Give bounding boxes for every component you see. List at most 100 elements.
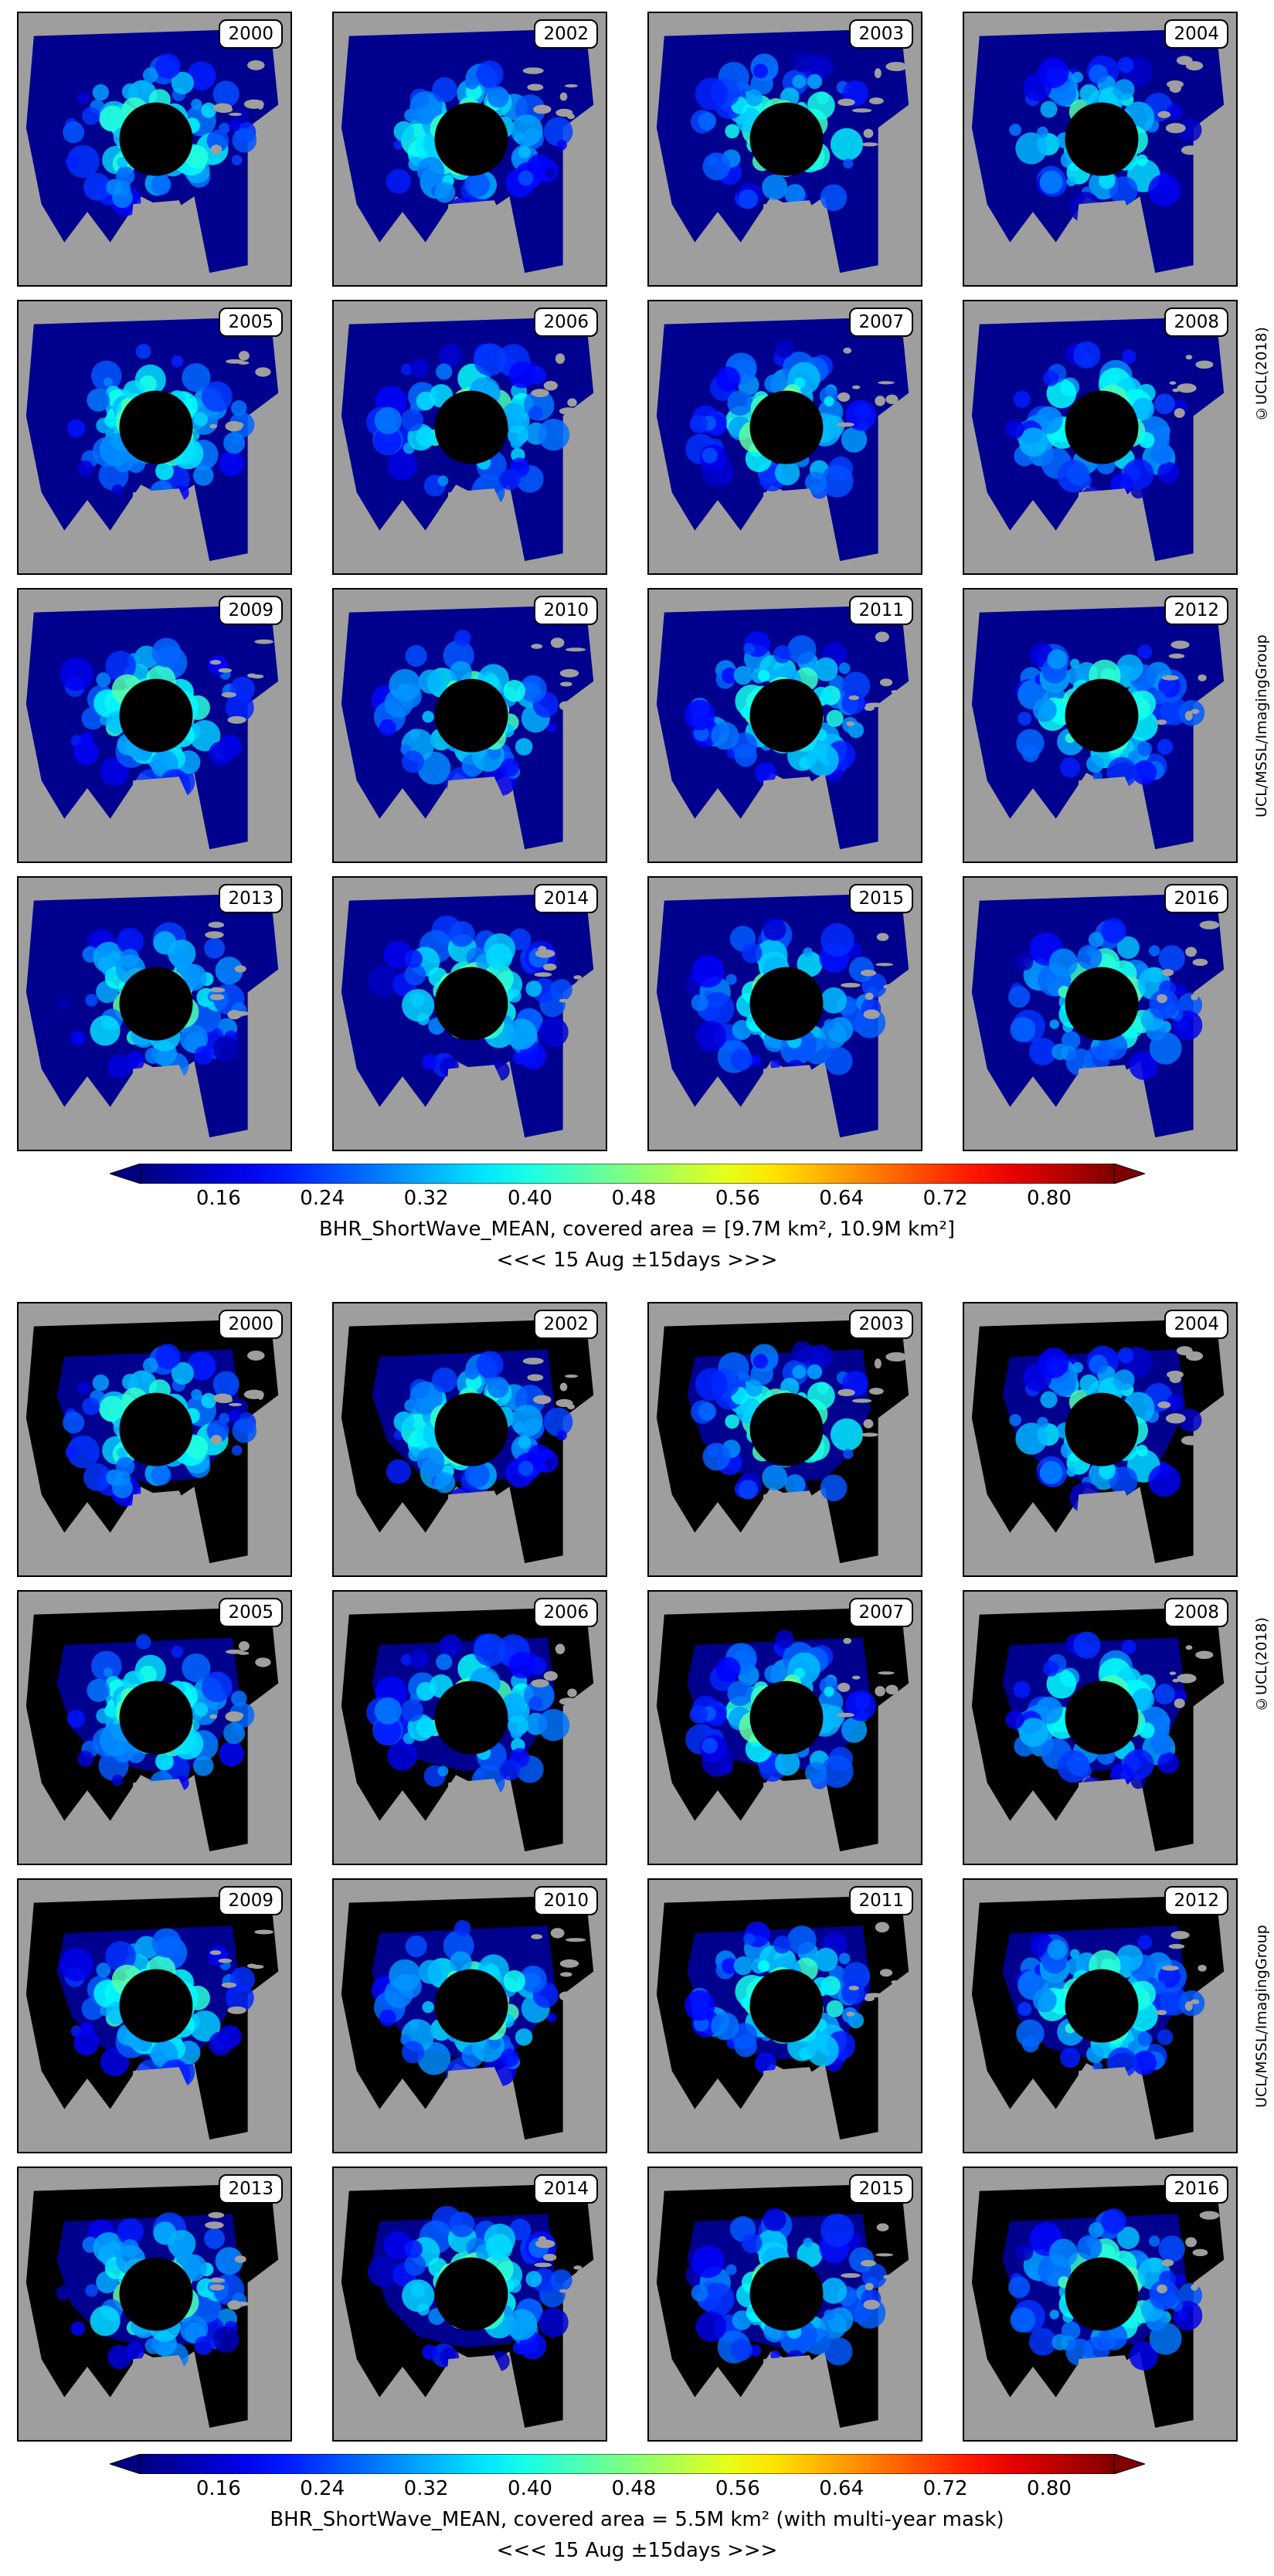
pole-hole — [749, 1681, 824, 1755]
colorbar-tick-label: 0.48 — [611, 1187, 657, 1210]
map-panel-2005: 2005 — [17, 300, 292, 575]
pole-hole — [749, 102, 824, 176]
year-label: 2012 — [1164, 1886, 1228, 1915]
date-range-caption: <<< 15 Aug ±15days >>> — [496, 2539, 778, 2562]
map-panel-2015: 2015 — [647, 2166, 922, 2442]
year-label: 2004 — [1164, 1310, 1228, 1339]
map-panel-2004: 2004 — [963, 1302, 1238, 1577]
imaging-group-credit: UCL/MSSL/ImagingGroup — [1253, 634, 1270, 818]
arctic-albedo-map — [25, 28, 279, 285]
arctic-albedo-map — [25, 1318, 279, 1575]
colorbar-extend-high — [1113, 2454, 1145, 2474]
map-panel-2012: 2012 — [963, 1878, 1238, 2153]
colorbar-tick-label: 0.40 — [508, 2477, 552, 2500]
pole-hole — [434, 967, 508, 1041]
colorbar-tick-label: 0.72 — [922, 2477, 968, 2500]
map-panel-2003: 2003 — [647, 1302, 922, 1577]
land-mass — [756, 1490, 829, 1575]
pole-hole — [749, 1969, 824, 2043]
pole-hole — [1065, 390, 1139, 464]
pole-hole — [749, 2257, 824, 2331]
copyright-credit: ©UCL(2018) — [1253, 327, 1270, 423]
land-mass — [1071, 200, 1144, 285]
pole-hole — [434, 678, 508, 753]
year-label: 2000 — [219, 1310, 283, 1339]
pole-hole — [119, 678, 193, 753]
year-label: 2013 — [219, 884, 283, 913]
land-mass — [1071, 2355, 1144, 2440]
figure-caption: BHR_ShortWave_MEAN, covered area = 5.5M … — [270, 2508, 1004, 2531]
colorbar-tick-label: 0.56 — [715, 2477, 760, 2500]
arctic-albedo-map — [25, 1606, 279, 1864]
arctic-albedo-map — [656, 316, 909, 573]
map-panel-2016: 2016 — [963, 876, 1238, 1151]
year-label: 2007 — [849, 1598, 913, 1627]
arctic-albedo-map — [341, 316, 594, 573]
year-label: 2004 — [1164, 19, 1228, 49]
map-panel-2000: 2000 — [17, 1302, 292, 1577]
arctic-albedo-map — [25, 316, 279, 573]
arctic-albedo-map — [25, 604, 279, 861]
year-label: 2002 — [534, 1310, 598, 1339]
pole-hole — [749, 1392, 824, 1466]
arctic-albedo-map — [656, 1318, 909, 1575]
colorbar-tick-label: 0.64 — [819, 1187, 865, 1210]
land-mass — [1071, 777, 1144, 861]
year-label: 2003 — [849, 1310, 913, 1339]
arctic-albedo-map — [656, 1895, 909, 2152]
imaging-group-credit: UCL/MSSL/ImagingGroup — [1253, 1925, 1270, 2109]
pole-hole — [434, 2257, 508, 2331]
land-mass — [440, 777, 514, 861]
colorbar-tick-label: 0.72 — [922, 1187, 968, 1210]
land-mass — [125, 1065, 199, 1150]
pole-hole — [434, 390, 508, 464]
colorbar-tick-label: 0.80 — [1027, 1187, 1072, 1210]
top-figure: 2000 2002 2003 2004 2005 2006 2007 2008 2009 2010… — [0, 0, 1274, 1275]
land-mass — [756, 1779, 829, 1864]
colorbar — [110, 2454, 1145, 2474]
land-mass — [125, 2067, 199, 2152]
year-label: 2016 — [1164, 2174, 1228, 2204]
colorbar-tick-label: 0.16 — [195, 2477, 241, 2500]
colorbar-tick-label: 0.16 — [195, 1187, 241, 1210]
map-panel-2016: 2016 — [963, 2166, 1238, 2442]
pole-hole — [1065, 1392, 1139, 1466]
pole-hole — [1065, 102, 1139, 176]
colorbar-tick-label: 0.48 — [611, 2477, 657, 2500]
year-label: 2008 — [1164, 308, 1228, 337]
map-panel-2013: 2013 — [17, 876, 292, 1151]
pole-hole — [749, 678, 824, 753]
pole-hole — [434, 102, 508, 176]
map-panel-2006: 2006 — [332, 300, 607, 575]
land-mass — [1071, 1779, 1144, 1864]
pole-hole — [119, 1681, 193, 1755]
map-panel-2010: 2010 — [332, 588, 607, 863]
colorbar-tick-label: 0.40 — [508, 1187, 552, 1210]
arctic-albedo-map — [971, 1606, 1225, 1864]
land-mass — [440, 488, 514, 573]
map-panel-2014: 2014 — [332, 2166, 607, 2442]
land-mass — [440, 1065, 514, 1150]
year-label: 2009 — [219, 1886, 283, 1915]
land-mass — [125, 1779, 199, 1864]
year-label: 2010 — [534, 596, 598, 625]
map-panel-2002: 2002 — [332, 1302, 607, 1577]
map-panel-2012: 2012 — [963, 588, 1238, 863]
pole-hole — [434, 1681, 508, 1755]
pole-hole — [119, 102, 193, 176]
pole-hole — [1065, 1681, 1139, 1755]
colorbar-tick-label: 0.64 — [819, 2477, 865, 2500]
year-label: 2006 — [534, 308, 598, 337]
pole-hole — [434, 1969, 508, 2043]
pole-hole — [119, 1969, 193, 2043]
arctic-albedo-map — [341, 604, 594, 861]
land-mass — [125, 2355, 199, 2440]
land-mass — [1071, 488, 1144, 573]
land-mass — [756, 1065, 829, 1150]
colorbar-tick-label: 0.32 — [403, 2477, 449, 2500]
year-label: 2008 — [1164, 1598, 1228, 1627]
year-label: 2003 — [849, 19, 913, 49]
pole-hole — [434, 1392, 508, 1466]
date-range-caption: <<< 15 Aug ±15days >>> — [496, 1249, 778, 1272]
year-label: 2014 — [534, 884, 598, 913]
